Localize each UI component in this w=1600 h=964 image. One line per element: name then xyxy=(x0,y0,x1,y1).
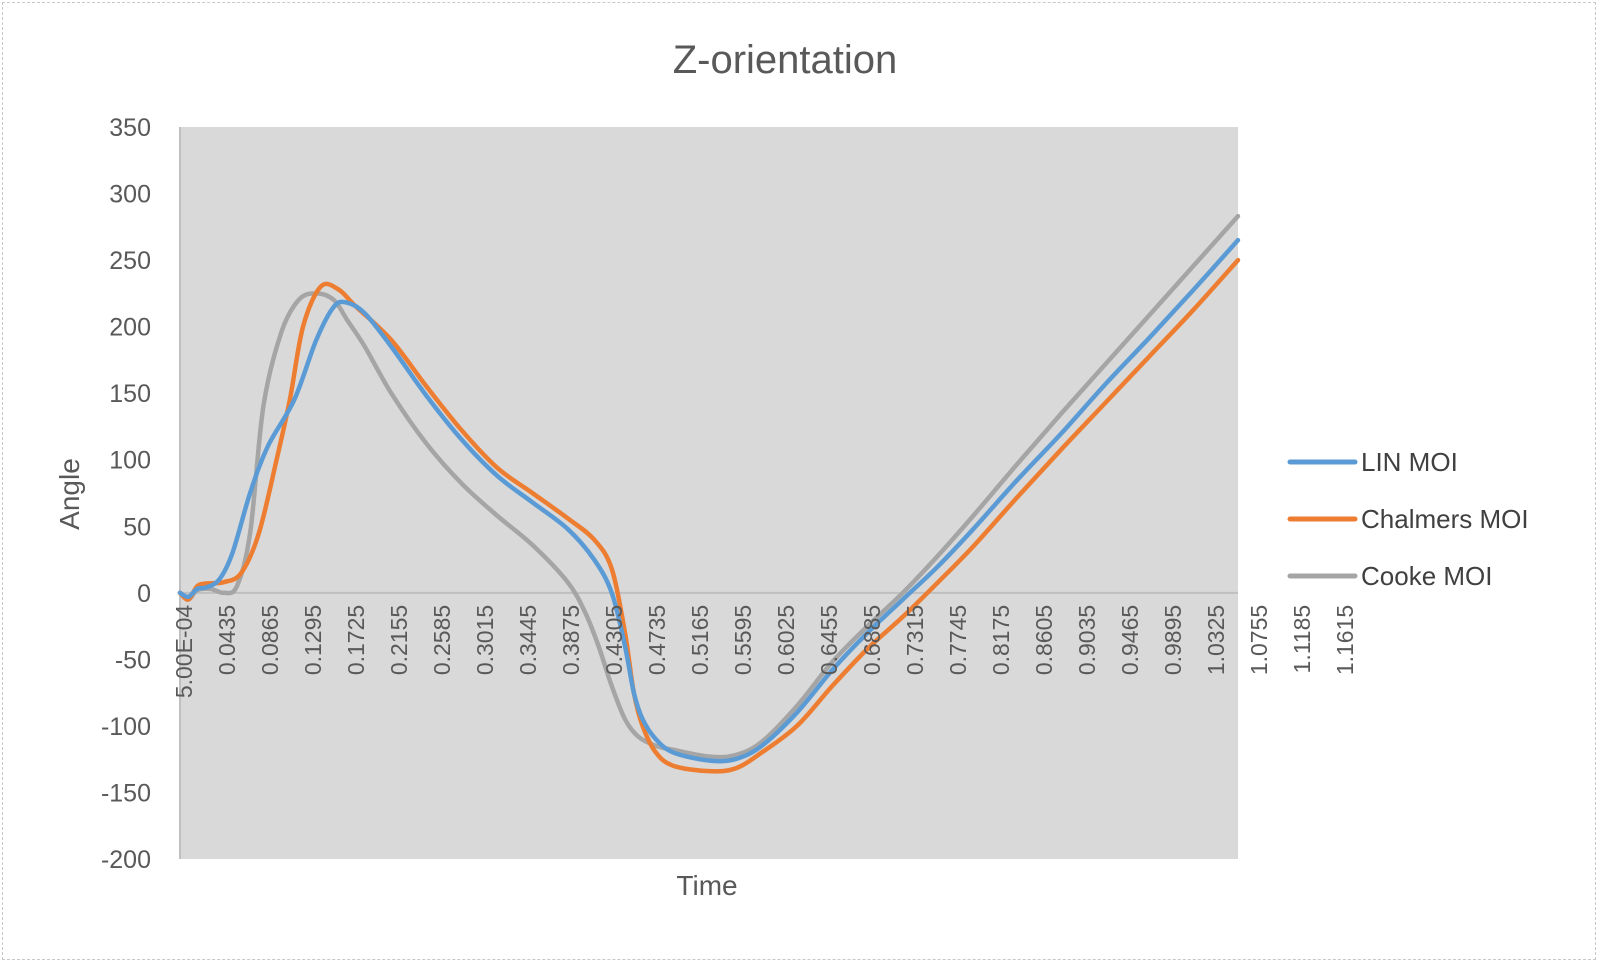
x-tick-label: 0.4735 xyxy=(644,605,670,675)
y-tick-label: 300 xyxy=(109,181,151,209)
x-tick-label: 0.6885 xyxy=(859,605,885,675)
x-tick-label: 0.6025 xyxy=(773,605,799,675)
x-tick-label: 1.0755 xyxy=(1246,605,1272,675)
x-tick-label: 0.6455 xyxy=(816,605,842,675)
x-tick-label: 0.5165 xyxy=(687,605,713,675)
y-tick-label: -200 xyxy=(101,846,151,874)
x-tick-label: 0.4305 xyxy=(601,605,627,675)
x-tick-label: 0.3015 xyxy=(472,605,498,675)
x-tick-label: 0.9035 xyxy=(1074,605,1100,675)
chart-svg: Z-orientation 350 300 250 200 150 100 50 0 -50 -1… xyxy=(54,38,1529,901)
x-tick-label: 1.1185 xyxy=(1289,605,1315,674)
x-tick-label: 0.8605 xyxy=(1031,605,1057,675)
y-tick-label: 150 xyxy=(109,380,151,408)
legend-label: LIN MOI xyxy=(1361,447,1458,477)
y-tick-label: 0 xyxy=(137,580,151,608)
x-axis-title: Time xyxy=(676,870,737,901)
x-tick-label: 0.5595 xyxy=(730,605,756,675)
x-tick-label: 0.2155 xyxy=(386,605,412,675)
series-line-chalmers-moi xyxy=(177,257,1241,774)
y-tick-label: -150 xyxy=(101,779,151,807)
x-tick-label: 1.1615 xyxy=(1332,605,1358,675)
x-tick-label: 0.8175 xyxy=(988,605,1014,675)
series-line-cooke-moi xyxy=(177,213,1241,760)
legend-label: Chalmers MOI xyxy=(1361,504,1529,534)
x-tick-label: 0.9895 xyxy=(1160,605,1186,675)
y-tick-label: 350 xyxy=(109,114,151,142)
series-line-lin-moi xyxy=(177,237,1241,764)
y-tick-label: 100 xyxy=(109,447,151,475)
x-tick-label: 5.00E-04 xyxy=(171,605,197,699)
y-tick-label: -100 xyxy=(101,713,151,741)
y-tick-label: 50 xyxy=(123,513,151,541)
x-tick-label: 0.7315 xyxy=(902,605,928,675)
x-tick-label: 1.0325 xyxy=(1203,605,1229,675)
y-axis-title: Angle xyxy=(54,458,85,530)
y-axis-tick-labels: 350 300 250 200 150 100 50 0 -50 -100 -150 -200 xyxy=(101,114,151,874)
y-tick-label: -50 xyxy=(115,646,151,674)
series-layer xyxy=(177,213,1241,774)
y-tick-label: 250 xyxy=(109,247,151,275)
x-tick-label: 0.1295 xyxy=(300,605,326,675)
x-tick-label: 0.1725 xyxy=(343,605,369,675)
x-axis-tick-labels: 5.00E-04 0.0435 0.0865 0.1295 0.1725 0.2155 0.… xyxy=(171,605,1358,699)
x-tick-label: 0.9465 xyxy=(1117,605,1143,675)
x-tick-label: 0.0865 xyxy=(257,605,283,675)
y-tick-label: 200 xyxy=(109,314,151,342)
x-tick-label: 0.0435 xyxy=(214,605,240,675)
legend: LIN MOI Chalmers MOI Cooke MOI xyxy=(1287,447,1529,591)
x-tick-label: 0.3445 xyxy=(515,605,541,675)
x-tick-label: 0.3875 xyxy=(558,605,584,675)
plot-area xyxy=(180,127,1238,859)
x-tick-label: 0.2585 xyxy=(429,605,455,675)
legend-label: Cooke MOI xyxy=(1361,561,1493,591)
x-tick-label: 0.7745 xyxy=(945,605,971,675)
chart-title: Z-orientation xyxy=(673,38,898,82)
axes-layer xyxy=(179,127,1238,859)
